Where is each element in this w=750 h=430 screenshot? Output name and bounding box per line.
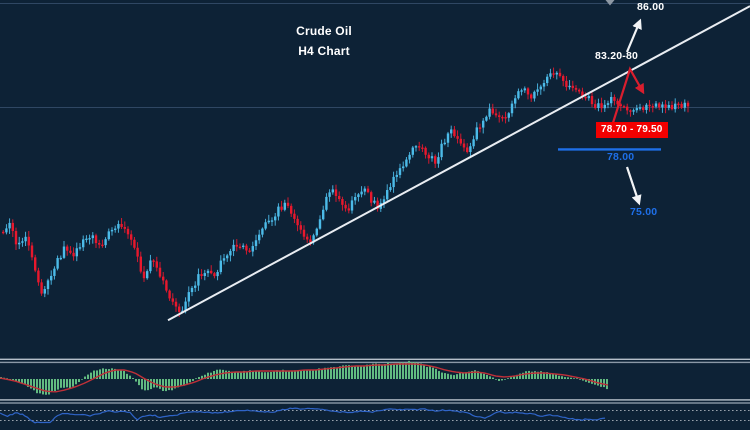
macd-indicator [0, 360, 609, 395]
retest-rejection-arrow [610, 66, 645, 127]
upper-target-label: 86.00 [637, 1, 665, 13]
chart-title-timeframe: H4 Chart [298, 44, 350, 58]
oscillator-indicator [0, 407, 750, 424]
support-level-label: 78.00 [607, 151, 635, 163]
macd-signal-line [0, 363, 609, 393]
bear-breakdown-arrow [625, 166, 642, 206]
supply-zone-badge: 78.70 - 79.50 [596, 122, 668, 138]
bull-breakout-arrow [625, 18, 642, 53]
candlestick-series [2, 67, 690, 317]
scenario-arrows [610, 18, 645, 206]
lower-target-label: 75.00 [630, 206, 658, 218]
chart-title: Crude Oil H4 Chart [274, 21, 374, 61]
oscillator-line [0, 407, 606, 424]
resistance-zone-label: 83.20-80 [595, 50, 639, 62]
top-marker-icon [605, 0, 615, 6]
chart-title-symbol: Crude Oil [296, 24, 352, 38]
ascending-trendline[interactable] [167, 5, 750, 322]
